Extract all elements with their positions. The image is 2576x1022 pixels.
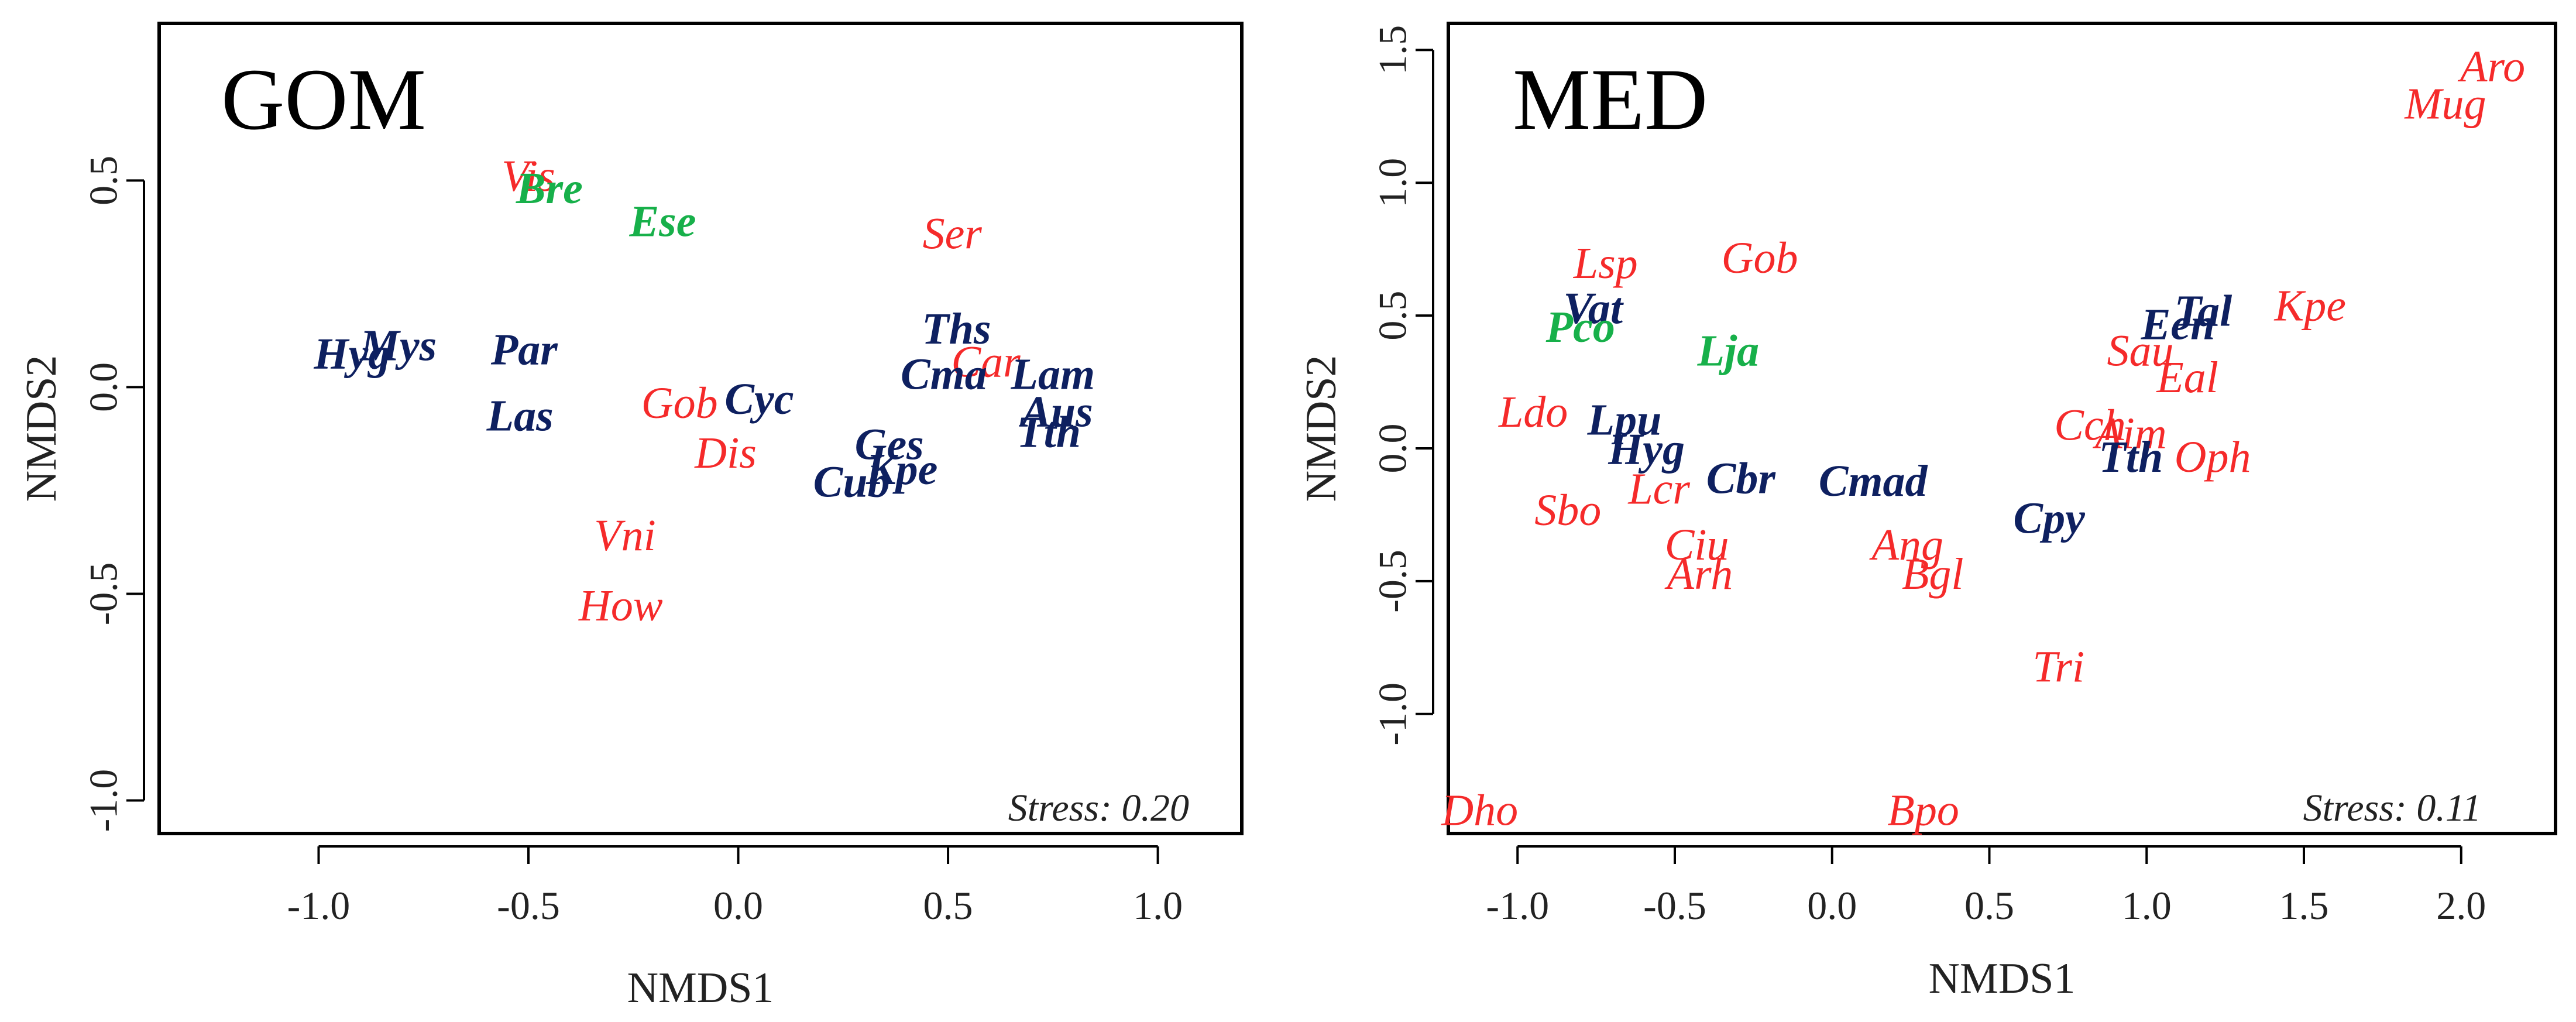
x-axis: -1.0 -0.5 0.0 0.5 1.0 (287, 845, 1183, 928)
x-axis: -1.0 -0.5 0.0 0.5 1.0 1.5 2.0 (1486, 845, 2486, 928)
point-label-lpu: Lpu (1587, 396, 1662, 445)
point-label-tal: Tal (2175, 287, 2232, 336)
point-label-bre: Bre (516, 164, 583, 213)
point-label-ang: Ang (1869, 520, 1943, 570)
point-label-cpy: Cpy (2013, 494, 2085, 543)
x-tick-label: 2.0 (2436, 883, 2486, 928)
x-axis-title: NMDS1 (1929, 955, 2076, 1003)
point-label-tth: Tth (1016, 408, 1081, 457)
point-label-cch: Cch (2054, 401, 2125, 450)
point-label-vat: Vat (1564, 284, 1624, 333)
point-label-las: Las (486, 391, 554, 440)
point-label-vni: Vni (594, 511, 656, 560)
y-tick-label: 0.5 (1371, 291, 1415, 341)
point-label-car: Car (951, 338, 1021, 387)
y-axis-title: NMDS2 (1297, 355, 1345, 502)
x-tick-label: -1.0 (287, 883, 351, 928)
point-label-mys: Mys (359, 321, 437, 370)
y-tick-label: 1.5 (1371, 25, 1415, 75)
x-tick-label: -0.5 (497, 883, 560, 928)
point-label-cyc: Cyc (724, 375, 794, 424)
y-tick-label: -0.5 (81, 563, 126, 626)
x-tick-label: 0.5 (1964, 883, 2014, 928)
point-label-kpe: Kpe (2274, 282, 2346, 331)
point-label-lja: Lja (1697, 327, 1760, 376)
x-tick-label: 0.5 (923, 883, 973, 928)
point-label-tri: Tri (2032, 643, 2084, 692)
y-tick-label: -1.0 (81, 769, 126, 832)
point-label-tth: Tth (2098, 433, 2163, 482)
stress-label: Stress: 0.20 (1008, 787, 1189, 829)
point-label-lcr: Lcr (1627, 465, 1690, 514)
point-label-lsp: Lsp (1573, 239, 1638, 288)
y-tick-label: 0.0 (1371, 424, 1415, 474)
point-label-aim: Aim (2092, 409, 2166, 458)
point-label-bgl: Bgl (1902, 550, 1964, 599)
point-label-een: Een (2141, 300, 2216, 349)
point-label-lam: Lam (1011, 350, 1095, 399)
y-tick-label: -0.5 (1371, 550, 1415, 613)
point-label-ciu: Ciu (1665, 520, 1729, 570)
point-label-ser: Ser (923, 210, 983, 259)
point-label-hyg: Hyg (1608, 425, 1685, 474)
point-label-ese: Ese (628, 197, 696, 246)
point-label-dho: Dho (1441, 786, 1518, 835)
point-label-arh: Arh (1664, 550, 1733, 599)
point-label-bpo: Bpo (1887, 786, 1959, 835)
point-label-how: How (578, 581, 663, 630)
point-label-cub: Cub (813, 457, 890, 506)
y-axis: -1.0 -0.5 0.0 0.5 1.0 1.5 (1371, 25, 1434, 746)
stress-label: Stress: 0.11 (2303, 787, 2481, 829)
point-label-sau: Sau (2107, 327, 2174, 376)
point-label-sbo: Sbo (1534, 486, 1601, 535)
point-label-aus: Aus (1019, 387, 1093, 436)
y-tick-label: 0.5 (81, 156, 126, 205)
x-axis-title: NMDS1 (627, 964, 774, 1012)
y-axis-title: NMDS2 (18, 355, 66, 502)
panel-title: MED (1513, 51, 1708, 148)
point-label-ths: Ths (922, 304, 991, 354)
med-panel: MED Stress: 0.11 NMDS1 NMDS2 -1.0 -0.5 0.0… (1297, 22, 2557, 1003)
y-tick-label: -1.0 (1371, 683, 1415, 746)
point-label-mug: Mug (2404, 80, 2486, 129)
plot-frame (1447, 22, 2557, 835)
point-label-cma: Cma (901, 350, 987, 399)
x-tick-label: 0.0 (713, 883, 763, 928)
y-tick-label: 1.0 (1371, 158, 1415, 208)
panel-title: GOM (221, 51, 426, 148)
point-label-oph: Oph (2175, 433, 2251, 482)
point-label-eal: Eal (2156, 353, 2218, 402)
point-label-cmad: Cmad (1819, 457, 1928, 506)
y-tick-label: 0.0 (81, 362, 126, 412)
point-label-gob: Gob (1722, 234, 1798, 283)
plot-frame (157, 22, 1244, 835)
point-label-vis: Vis (502, 152, 555, 201)
x-tick-label: 1.0 (1133, 883, 1183, 928)
point-label-cbr: Cbr (1706, 454, 1777, 503)
point-label-kpe: Kpe (865, 445, 937, 494)
point-label-hyg: Hyg (313, 329, 390, 378)
x-tick-label: 0.0 (1807, 883, 1857, 928)
point-label-gob: Gob (641, 379, 718, 428)
y-axis: -1.0 -0.5 0.0 0.5 (81, 156, 145, 832)
point-label-ldo: Ldo (1498, 387, 1568, 437)
x-tick-label: -0.5 (1643, 883, 1706, 928)
x-tick-label: 1.5 (2279, 883, 2329, 928)
x-tick-label: -1.0 (1486, 883, 1549, 928)
gom-panel: GOM Stress: 0.20 NMDS1 NMDS2 -1.0 -0.5 0.0… (18, 22, 1244, 1012)
point-label-pco: Pco (1545, 303, 1615, 352)
point-label-dis: Dis (694, 428, 757, 478)
x-tick-label: 1.0 (2122, 883, 2172, 928)
point-label-ges: Ges (855, 420, 924, 469)
point-label-par: Par (490, 325, 558, 374)
point-label-aro: Aro (2457, 42, 2525, 91)
